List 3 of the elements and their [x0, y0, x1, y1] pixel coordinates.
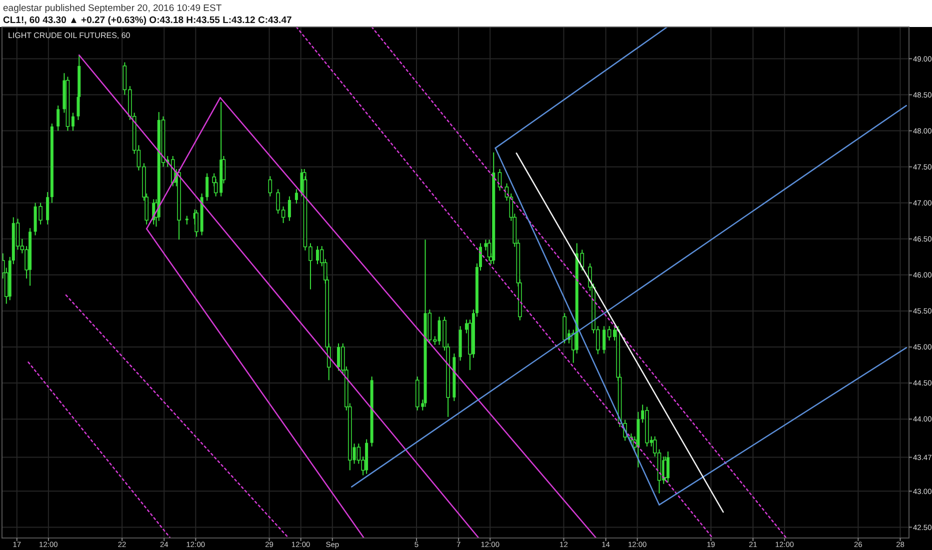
- text: LIGHT CRUDE OIL FUTURES, 60: [8, 31, 131, 40]
- text: eaglestar published September 20, 2016 10:49 EST: [3, 3, 222, 14]
- text: CL1!, 60 43.30 ▲ +0.27 (+0.63%) O:43.18 H:43.55 L:43.12 C:43.47: [3, 15, 292, 26]
